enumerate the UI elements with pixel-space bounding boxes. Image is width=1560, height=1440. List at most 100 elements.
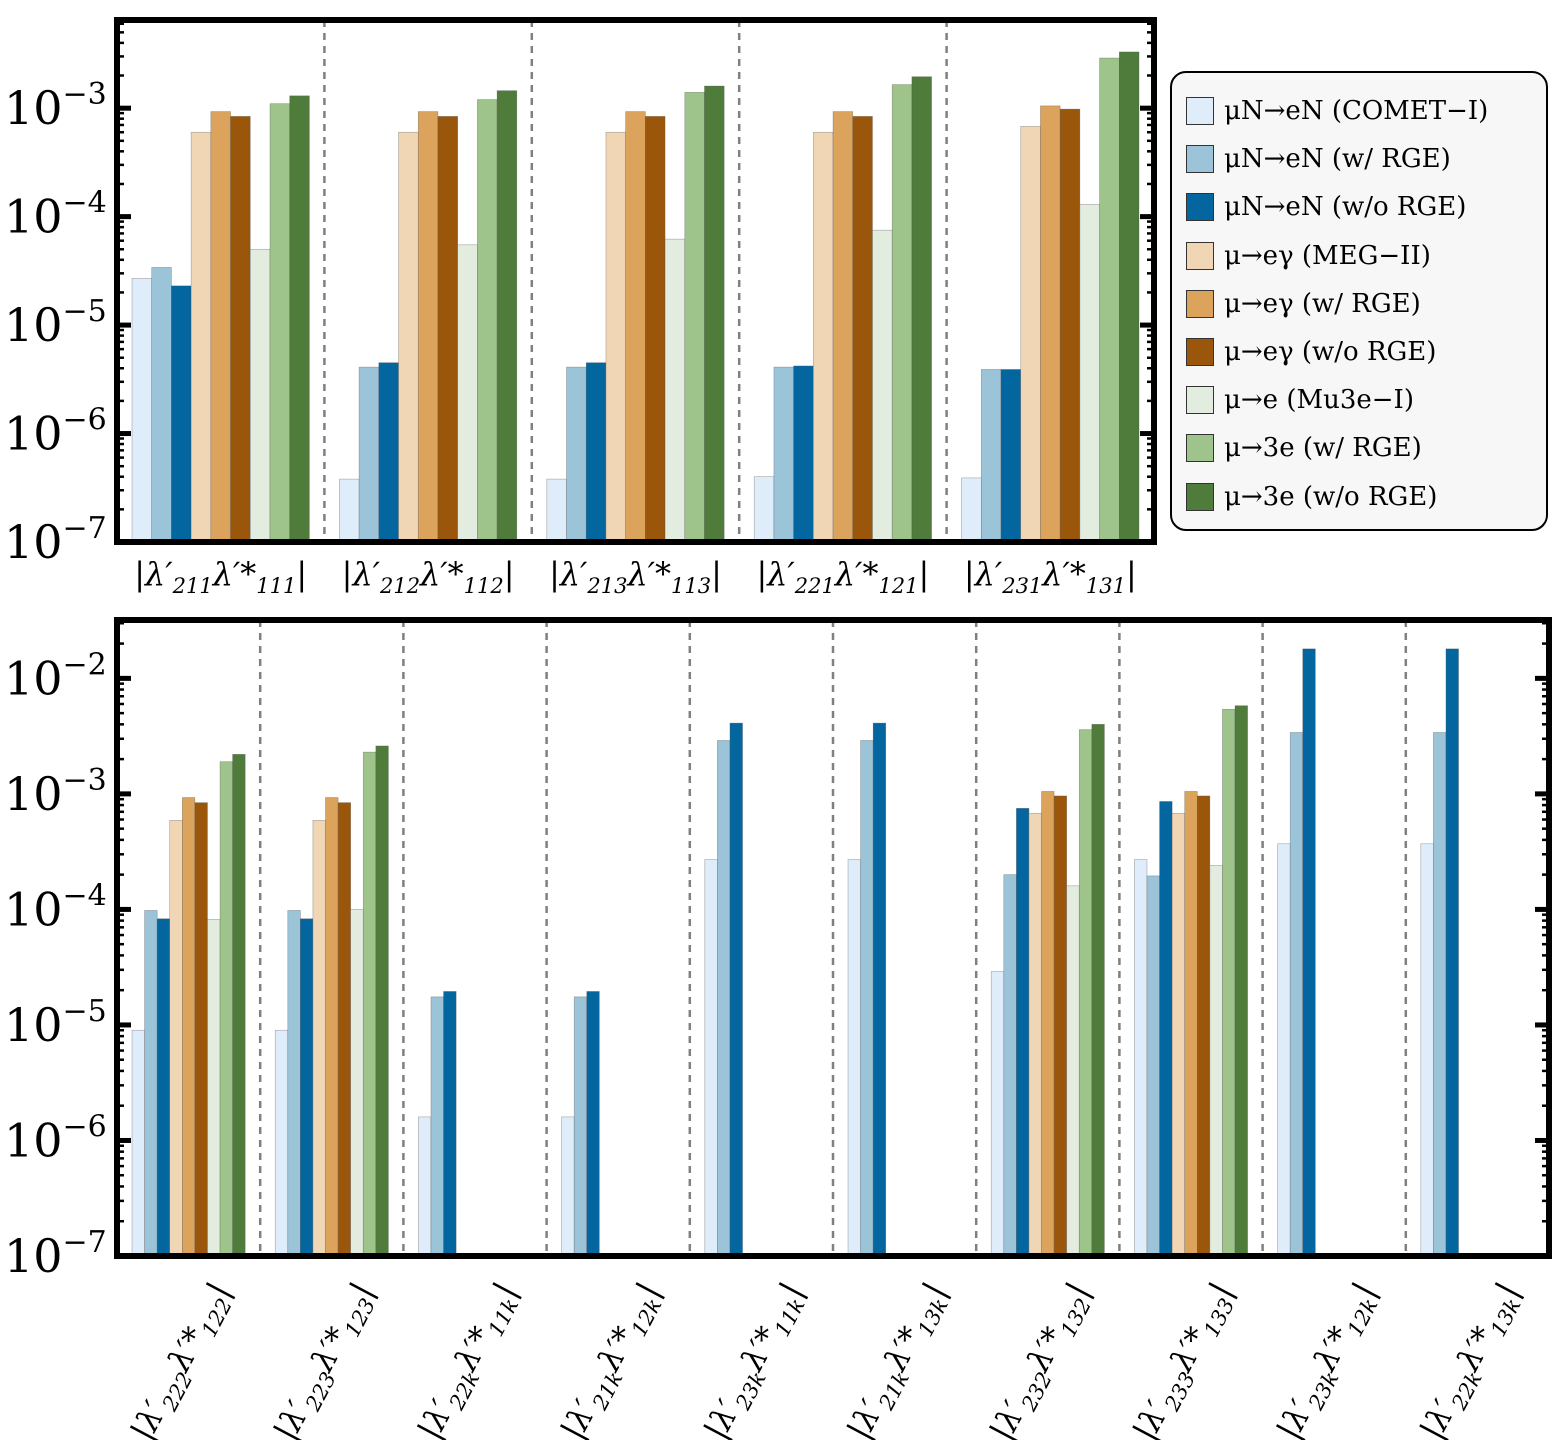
bar <box>437 116 458 543</box>
bar <box>1134 859 1148 1257</box>
legend-item: μ→eγ (w/o RGE) <box>1186 328 1536 376</box>
bar <box>287 910 301 1257</box>
bar <box>1159 801 1173 1257</box>
bar <box>350 909 364 1257</box>
bar <box>1053 795 1067 1257</box>
bar <box>1016 808 1030 1257</box>
bar <box>860 740 874 1257</box>
bar <box>219 761 233 1257</box>
bar <box>585 362 607 543</box>
legend-label: μ→eγ (w/ RGE) <box>1224 288 1421 319</box>
bar <box>249 248 271 543</box>
bar <box>561 1116 575 1257</box>
bar <box>232 754 246 1257</box>
bar <box>358 366 380 543</box>
bar <box>1184 791 1198 1257</box>
legend: μN→eN (COMET−I) μN→eN (w/ RGE) μN→eN (w/… <box>1170 71 1548 531</box>
bar <box>1196 795 1211 1257</box>
y-tick-label: 10−5 <box>4 994 107 1052</box>
bar <box>586 991 600 1257</box>
bar <box>156 918 171 1257</box>
bar <box>418 1116 432 1257</box>
bar <box>1302 648 1316 1257</box>
bar <box>230 116 251 543</box>
legend-label: μ→eγ (MEG−II) <box>1224 240 1431 271</box>
bar <box>362 751 377 1257</box>
category-label: |λ′221λ′*121| <box>756 555 929 598</box>
bar <box>1078 729 1093 1257</box>
bar <box>852 116 873 543</box>
bar <box>207 919 221 1257</box>
legend-swatch-3 <box>1186 241 1214 270</box>
bar <box>1091 724 1105 1257</box>
bar <box>1000 369 1022 543</box>
legend-swatch-6 <box>1186 386 1214 415</box>
legend-label: μ→e (Mu3e−I) <box>1224 385 1414 416</box>
legend-swatch-0 <box>1186 97 1214 126</box>
bar <box>1020 126 1041 543</box>
category-label: |λ′23kλ′*12k| <box>1269 1276 1388 1440</box>
category-label: |λ′212λ′*112| <box>342 555 515 598</box>
bar <box>312 820 326 1257</box>
bar <box>1171 812 1186 1257</box>
plot-frame <box>114 617 1552 1259</box>
bar <box>891 84 913 543</box>
bar <box>171 285 192 543</box>
bar <box>981 369 1002 543</box>
y-tick-label: 10−3 <box>4 763 107 821</box>
legend-swatch-8 <box>1186 482 1214 511</box>
bar <box>131 277 153 543</box>
bar <box>813 131 834 543</box>
bar <box>704 859 718 1257</box>
bar <box>847 859 861 1257</box>
legend-item: μ→3e (w/o RGE) <box>1186 473 1536 521</box>
bar <box>573 996 588 1257</box>
legend-label: μN→eN (COMET−I) <box>1224 96 1489 127</box>
category-label: |λ′23kλ′*11k| <box>696 1276 815 1440</box>
y-tick-label: 10−7 <box>4 1225 107 1283</box>
bar <box>190 131 212 543</box>
legend-swatch-4 <box>1186 289 1214 318</box>
bar <box>911 76 932 543</box>
bar <box>430 996 444 1257</box>
bar <box>131 1029 145 1257</box>
bar <box>793 365 814 543</box>
bar <box>872 722 887 1257</box>
bar <box>1041 791 1055 1257</box>
bar <box>1277 843 1291 1257</box>
top-bar-chart: 10−7 10−6 10−5 10−4 10−3 |λ′211λ′*111| |λ′212λ… <box>4 17 1157 598</box>
category-label: |λ′21kλ′*13k| <box>840 1276 959 1440</box>
bar <box>961 477 982 543</box>
bar <box>1066 885 1080 1257</box>
bar <box>210 111 231 543</box>
category-label: |λ′213λ′*113| <box>549 555 722 598</box>
bar <box>832 111 854 543</box>
legend-label: μ→3e (w/o RGE) <box>1224 481 1438 512</box>
bar <box>300 918 314 1257</box>
category-label: |λ′22kλ′*11k| <box>410 1276 529 1440</box>
bar <box>417 111 439 543</box>
legend-item: μN→eN (w/ RGE) <box>1186 135 1536 183</box>
legend-label: μN→eN (w/o RGE) <box>1224 192 1467 223</box>
legend-swatch-5 <box>1186 338 1214 367</box>
y-tick-label: 10−5 <box>4 294 107 352</box>
bar <box>1146 875 1160 1257</box>
legend-label: μ→3e (w/ RGE) <box>1224 433 1422 464</box>
bar <box>872 229 893 543</box>
bar <box>605 131 626 543</box>
y-tick-label: 10−3 <box>4 77 107 135</box>
bar <box>566 366 587 543</box>
bar <box>274 1029 289 1257</box>
y-tick-label: 10−2 <box>4 647 107 705</box>
bar <box>729 722 743 1257</box>
legend-label: μ→eγ (w/o RGE) <box>1224 337 1437 368</box>
bar <box>496 90 518 543</box>
bar <box>717 740 731 1257</box>
bar <box>339 478 360 543</box>
legend-swatch-1 <box>1186 145 1214 174</box>
legend-item: μN→eN (w/o RGE) <box>1186 183 1536 231</box>
bar <box>1222 708 1236 1257</box>
y-tick-label: 10−6 <box>4 403 107 461</box>
bar <box>753 476 775 543</box>
bar <box>704 85 725 543</box>
